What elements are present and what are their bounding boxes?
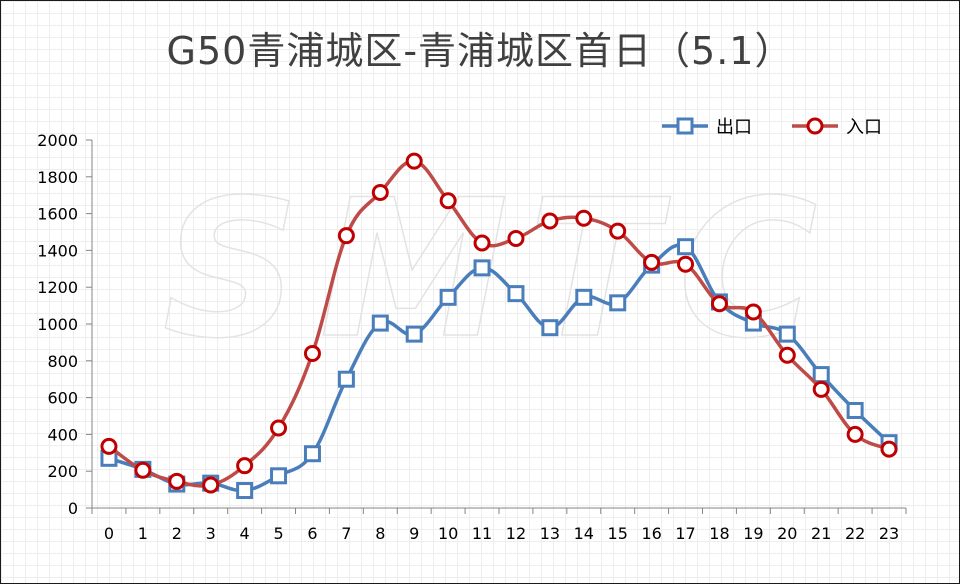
data-point-square	[609, 294, 627, 312]
x-tick-label: 22	[845, 524, 865, 543]
chart-title: G50青浦城区-青浦城区首日（5.1）	[166, 29, 794, 73]
data-point-circle	[575, 209, 593, 227]
data-point-circle	[643, 253, 661, 271]
x-tick-label: 9	[409, 524, 419, 543]
x-tick-label: 19	[743, 524, 763, 543]
x-tick-label: 13	[540, 524, 560, 543]
x-tick-label: 0	[104, 524, 114, 543]
data-point-circle	[337, 227, 355, 245]
data-point-circle	[778, 346, 796, 364]
data-point-square	[236, 482, 254, 500]
data-point-square	[812, 366, 830, 384]
data-point-circle	[473, 234, 491, 252]
x-tick-label: 3	[206, 524, 216, 543]
x-tick-label: 8	[375, 524, 385, 543]
x-tick-label: 16	[641, 524, 661, 543]
data-point-square	[473, 259, 491, 277]
data-point-circle	[846, 425, 864, 443]
data-point-circle	[303, 344, 321, 362]
y-tick-label: 200	[47, 462, 78, 481]
x-tick-label: 14	[574, 524, 594, 543]
y-tick-label: 1400	[37, 241, 78, 260]
data-point-square	[405, 325, 423, 343]
data-point-square	[541, 319, 559, 337]
x-tick-label: 1	[138, 524, 148, 543]
legend-label: 入口	[846, 117, 882, 138]
data-point-circle	[439, 192, 457, 210]
x-tick-label: 20	[777, 524, 797, 543]
data-point-circle	[371, 183, 389, 201]
data-point-circle	[134, 461, 152, 479]
data-point-square	[337, 370, 355, 388]
data-point-circle	[541, 212, 559, 230]
x-tick-label: 4	[240, 524, 250, 543]
y-tick-label: 2000	[37, 131, 78, 150]
data-point-circle	[609, 222, 627, 240]
x-tick-label: 23	[879, 524, 899, 543]
x-tick-label: 2	[172, 524, 182, 543]
legend-label: 出口	[716, 117, 752, 138]
y-tick-label: 800	[47, 352, 78, 371]
data-point-circle	[677, 255, 695, 273]
data-point-square	[575, 288, 593, 306]
x-tick-label: 18	[709, 524, 729, 543]
data-point-square	[439, 288, 457, 306]
y-tick-label: 1200	[37, 278, 78, 297]
y-tick-label: 0	[68, 499, 78, 518]
data-point-circle	[270, 419, 288, 437]
data-point-circle	[710, 295, 728, 313]
y-tick-label: 1600	[37, 205, 78, 224]
data-point-square	[846, 401, 864, 419]
data-point-square	[778, 325, 796, 343]
data-point-circle	[236, 457, 254, 475]
data-point-circle	[507, 229, 525, 247]
x-tick-label: 12	[506, 524, 526, 543]
data-point-circle	[744, 303, 762, 321]
data-point-circle	[202, 476, 220, 494]
y-tick-label: 1800	[37, 168, 78, 187]
x-tick-label: 17	[675, 524, 695, 543]
data-point-square	[303, 445, 321, 463]
x-tick-label: 5	[273, 524, 283, 543]
x-tick-label: 10	[438, 524, 458, 543]
y-tick-label: 400	[47, 425, 78, 444]
legend-item: 入口	[792, 117, 882, 138]
x-tick-label: 11	[472, 524, 492, 543]
data-point-circle	[405, 152, 423, 170]
x-tick-label: 15	[608, 524, 628, 543]
data-point-square	[371, 314, 389, 332]
data-point-square	[270, 467, 288, 485]
data-point-square	[677, 238, 695, 256]
data-point-square	[507, 285, 525, 303]
legend-marker-square	[676, 117, 694, 135]
data-point-circle	[168, 472, 186, 490]
legend-marker-circle	[806, 117, 824, 135]
x-tick-label: 7	[341, 524, 351, 543]
y-tick-label: 600	[47, 389, 78, 408]
data-point-circle	[812, 380, 830, 398]
y-tick-label: 1000	[37, 315, 78, 334]
watermark-text: SMTC	[163, 159, 838, 380]
data-point-circle	[880, 440, 898, 458]
x-tick-label: 6	[307, 524, 317, 543]
legend-item: 出口	[662, 117, 752, 138]
x-tick-label: 21	[811, 524, 831, 543]
data-point-circle	[100, 437, 118, 455]
series-entry	[100, 152, 898, 494]
